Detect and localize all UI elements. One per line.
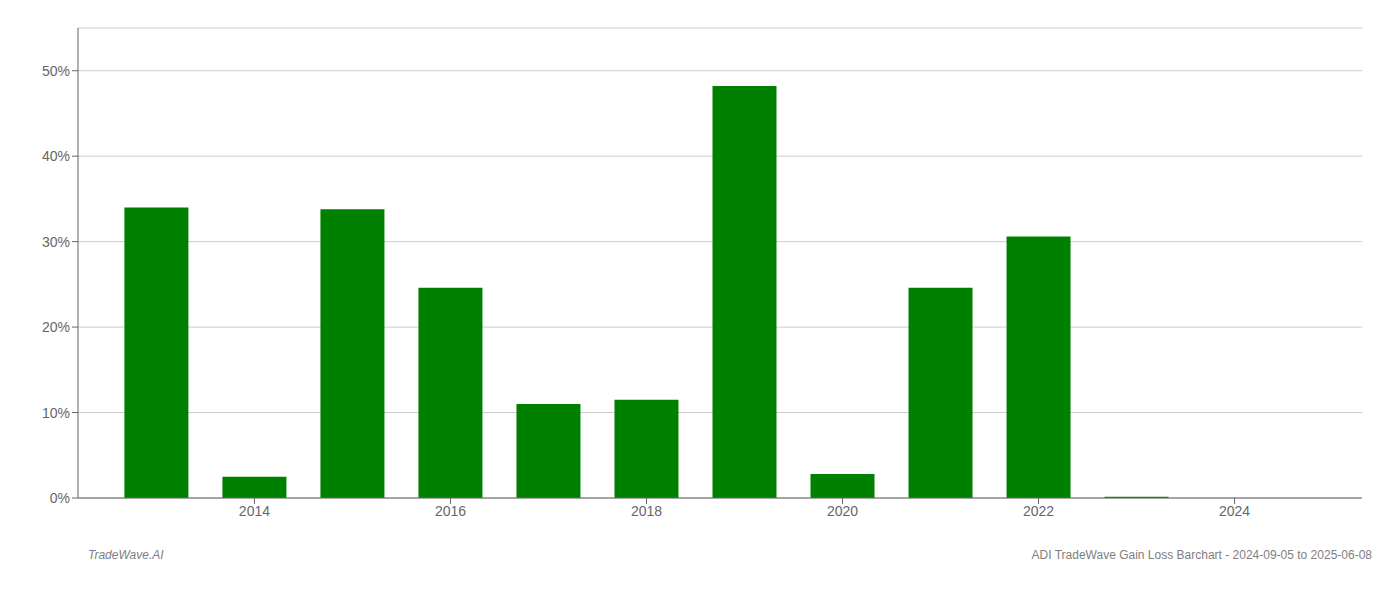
svg-text:40%: 40% bbox=[42, 148, 70, 164]
svg-text:2014: 2014 bbox=[239, 503, 270, 519]
svg-text:2016: 2016 bbox=[435, 503, 466, 519]
svg-text:2018: 2018 bbox=[631, 503, 662, 519]
svg-text:50%: 50% bbox=[42, 63, 70, 79]
svg-text:30%: 30% bbox=[42, 234, 70, 250]
html-text:TradeWave.AI: TradeWave.AI bbox=[88, 548, 164, 562]
svg-text:2022: 2022 bbox=[1023, 503, 1054, 519]
svg-text:2020: 2020 bbox=[827, 503, 858, 519]
html-text:ADI TradeWave Gain Loss Barcha: ADI TradeWave Gain Loss Barchart - 2024-… bbox=[1031, 548, 1372, 562]
svg-text:2024: 2024 bbox=[1219, 503, 1250, 519]
svg-text:0%: 0% bbox=[50, 490, 70, 506]
svg-text:10%: 10% bbox=[42, 405, 70, 421]
svg-text:20%: 20% bbox=[42, 319, 70, 335]
